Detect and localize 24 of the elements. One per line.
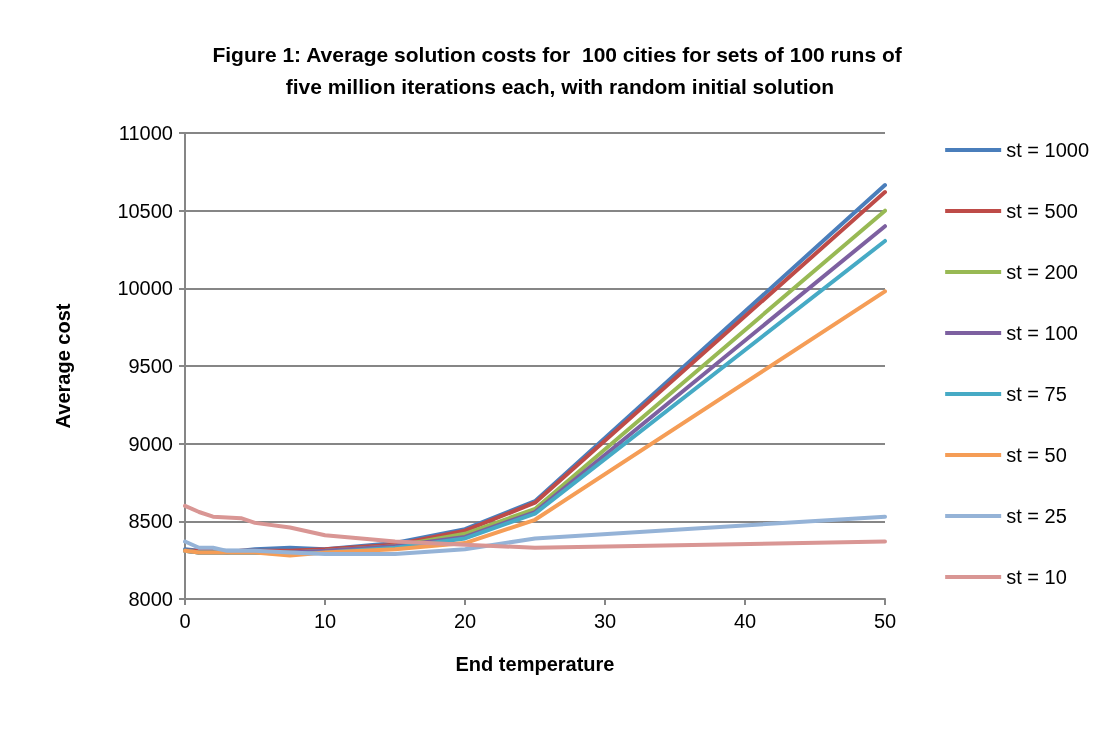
x-tick-label: 20 bbox=[453, 610, 477, 632]
y-tick-label: 9500 bbox=[128, 355, 173, 377]
x-tick-label: 10 bbox=[313, 610, 337, 632]
legend-label: st = 1000 bbox=[1006, 139, 1089, 161]
y-tick-label: 10000 bbox=[117, 277, 173, 300]
legend-label: st = 50 bbox=[1006, 444, 1067, 466]
x-axis-title: End temperature bbox=[455, 653, 615, 675]
y-tick-label: 8500 bbox=[128, 510, 173, 533]
x-tick-label: 30 bbox=[593, 610, 617, 632]
x-tick-label: 50 bbox=[873, 610, 897, 632]
y-axis-title: Average cost bbox=[52, 303, 74, 429]
y-tick-label: 10500 bbox=[117, 199, 173, 222]
legend-label: st = 500 bbox=[1006, 200, 1078, 222]
x-tick-label: 0 bbox=[179, 610, 191, 632]
y-tick-label: 9000 bbox=[128, 432, 173, 455]
legend-label: st = 25 bbox=[1006, 505, 1067, 527]
x-tick-label: 40 bbox=[733, 610, 757, 632]
y-tick-label: 11000 bbox=[118, 122, 173, 144]
y-tick-label: 8000 bbox=[128, 588, 173, 610]
legend-label: st = 200 bbox=[1006, 261, 1078, 283]
legend-label: st = 100 bbox=[1006, 322, 1078, 344]
chart-title: Figure 1: Average solution costs for 100 cities for sets of 100 runs of five million iterations each, with random initial solution bbox=[212, 42, 908, 98]
legend-label: st = 10 bbox=[1006, 566, 1067, 588]
legend-label: st = 75 bbox=[1006, 383, 1067, 405]
